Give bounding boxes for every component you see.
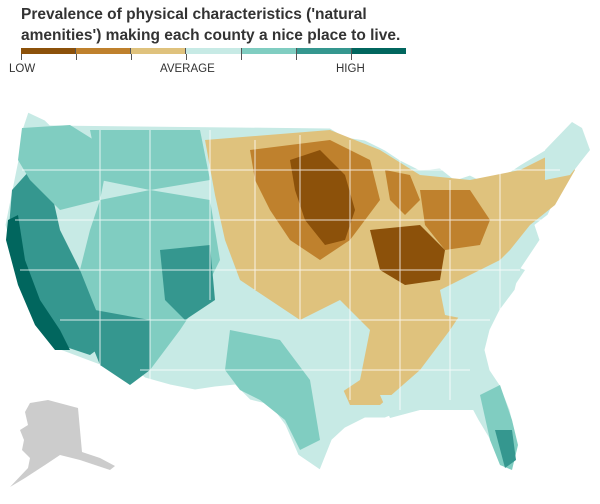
region-appalachia (440, 260, 525, 320)
region-corn-belt-low (290, 150, 355, 245)
legend-tick (296, 54, 297, 60)
legend-tick (21, 54, 22, 60)
region-texas-south (225, 330, 320, 450)
region-south-central (300, 300, 370, 400)
legend-tick (186, 54, 187, 60)
legend-swatch-6 (295, 48, 351, 54)
legend-swatch-5 (240, 48, 296, 54)
color-legend (21, 48, 406, 54)
legend-label-average: AVERAGE (160, 63, 215, 75)
region-arizona (90, 310, 150, 385)
region-california-coast (6, 215, 70, 350)
legend-label-low: LOW (9, 63, 36, 75)
legend-swatch-2 (75, 48, 131, 54)
region-gulf-coast (380, 395, 480, 418)
legend-label-high: HIGH (336, 63, 365, 75)
region-pacific-nw (18, 125, 110, 210)
legend-tick (131, 54, 132, 60)
map-title: Prevalence of physical characteristics (… (21, 6, 401, 44)
legend-tick (351, 54, 352, 60)
state-borders (15, 130, 560, 410)
region-south-florida (495, 430, 516, 468)
legend-swatch-1 (21, 48, 76, 54)
legend-tick (241, 54, 242, 60)
region-colorado-rockies (160, 245, 215, 320)
legend-swatch-7 (350, 48, 406, 54)
legend-tick (76, 54, 77, 60)
legend-swatch-4 (185, 48, 241, 54)
alaska (10, 400, 115, 487)
region-michigan (385, 170, 420, 215)
legend-swatch-3 (130, 48, 186, 54)
region-new-england (545, 122, 590, 180)
